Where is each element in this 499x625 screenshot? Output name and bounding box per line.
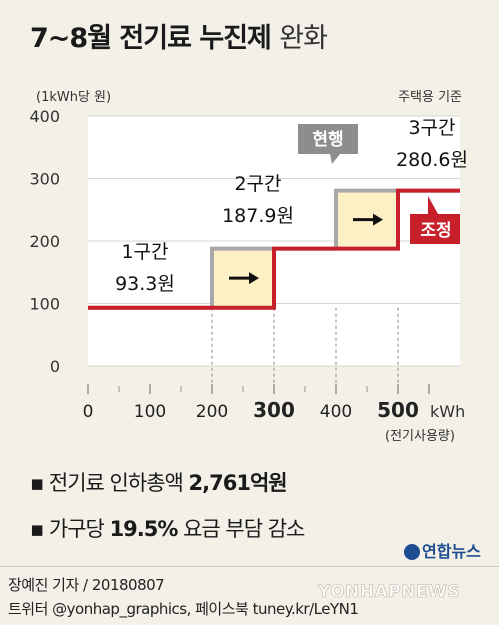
y-axis-label: (1kWh당 원) <box>36 90 111 105</box>
bullet-1-suffix: 억원 <box>249 471 288 495</box>
logo-mark-icon <box>404 544 420 560</box>
tier-value: 93.3원 <box>115 273 175 295</box>
x-axis-sublabel: (전기사용량) <box>385 429 455 444</box>
chart-note: 주택용 기준 <box>398 90 462 105</box>
x-tick-label: 400 <box>320 402 352 422</box>
credit-reporter: 장예진 기자 / 20180807 <box>8 576 165 594</box>
legend-current-label: 현행 <box>312 130 343 150</box>
x-tick-label: 200 <box>196 402 228 422</box>
bullet-2-suffix: 요금 부담 감소 <box>177 517 305 541</box>
tier-value: 187.9원 <box>222 205 294 227</box>
chart-title: 7~8월 전기료 누진제 완화 <box>30 16 328 55</box>
x-tick-label: 100 <box>134 402 166 422</box>
tier-name: 3구간 <box>408 117 455 139</box>
y-tick-label: 100 <box>29 295 60 314</box>
chart-title-light: 완화 <box>279 23 328 54</box>
bullet-marker: ▪ <box>30 471 49 495</box>
y-tick-label: 400 <box>29 107 60 126</box>
tier-value: 280.6원 <box>396 149 468 171</box>
logo-text: 연합뉴스 <box>422 542 481 561</box>
watermark: YONHAPNEWS <box>318 582 461 603</box>
x-tick-label: 0 <box>83 402 94 422</box>
legend-adjusted-label: 조정 <box>420 221 451 241</box>
footer-divider <box>0 566 499 567</box>
x-axis-label: kWh <box>430 402 465 421</box>
bullet-1-prefix: 전기료 인하총액 <box>48 471 189 495</box>
legend-adjusted-bubble <box>410 196 460 244</box>
bullet-2-bold: 19.5% <box>109 517 179 541</box>
chart: 0 100 200 300 400 0 100 200 300 400 500 kWh (전기사용량) (… <box>29 90 468 444</box>
arrow-head <box>373 213 383 226</box>
y-tick-label: 0 <box>50 357 60 376</box>
chart-title-main: 7~8월 전기료 누진제 <box>30 23 272 54</box>
bullet-2-prefix: 가구당 <box>48 517 110 541</box>
arrow-head <box>249 272 259 285</box>
bullet-total-cut: ▪ 전기료 인하총액 2,761억원 <box>30 467 288 497</box>
y-tick-label: 300 <box>29 170 60 189</box>
y-tick-label: 200 <box>29 232 60 251</box>
x-tick-label: 300 <box>253 398 295 422</box>
legend-current-bubble <box>298 124 358 164</box>
yonhap-logo: 연합뉴스 <box>404 538 481 562</box>
bullet-household: ▪ 가구당 19.5% 요금 부담 감소 <box>30 513 305 543</box>
tier-name: 2구간 <box>234 173 281 195</box>
series-adjusted-line <box>88 188 460 310</box>
bullet-marker: ▪ <box>30 517 49 541</box>
credit-sns: 트위터 @yonhap_graphics, 페이스북 tuney.kr/LeYN… <box>8 600 359 618</box>
tier-name: 1구간 <box>121 241 168 263</box>
bullet-1-bold: 2,761 <box>188 471 251 495</box>
x-tick-label: 500 <box>377 398 419 422</box>
